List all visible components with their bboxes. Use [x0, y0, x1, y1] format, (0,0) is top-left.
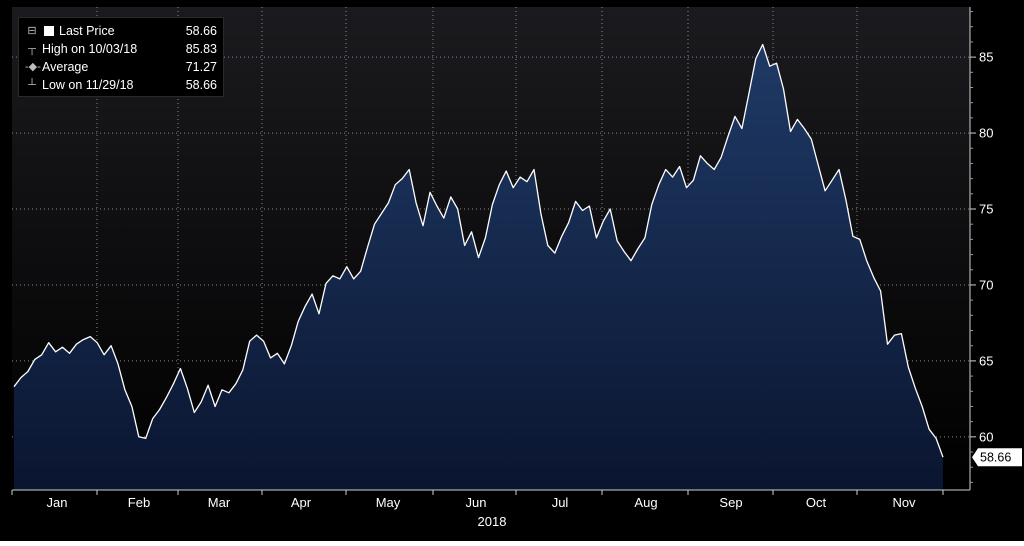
- x-tick-label: Sep: [719, 495, 742, 510]
- x-tick-label: Aug: [634, 495, 657, 510]
- high-marker-icon: ┬: [25, 40, 39, 58]
- y-tick-label: 60: [979, 429, 993, 444]
- square-swatch-icon: [44, 26, 54, 36]
- legend-row-average: -◆- Average 71.27: [25, 58, 217, 76]
- last-price-label: 58.66: [980, 451, 1011, 465]
- legend-value: 85.83: [175, 40, 217, 58]
- y-tick-label: 65: [979, 353, 993, 368]
- x-tick-label: Feb: [128, 495, 150, 510]
- y-tick-label: 75: [979, 202, 993, 217]
- x-tick-label: Jun: [466, 495, 487, 510]
- x-tick-label: Mar: [208, 495, 231, 510]
- legend-value: 58.66: [175, 22, 217, 40]
- legend-label: Last Price: [59, 22, 175, 40]
- y-tick-label: 80: [979, 126, 993, 141]
- x-tick-label: Jan: [47, 495, 68, 510]
- chart-legend: ⊟ Last Price 58.66 ┬ High on 10/03/18 85…: [18, 17, 224, 97]
- low-marker-icon: ┴: [25, 76, 39, 94]
- x-year-label: 2018: [478, 514, 507, 529]
- x-tick-label: Jul: [552, 495, 569, 510]
- y-tick-label: 70: [979, 277, 993, 292]
- x-tick-label: Oct: [806, 495, 827, 510]
- legend-row-last-price: ⊟ Last Price 58.66: [25, 22, 217, 40]
- x-tick-label: Apr: [291, 495, 312, 510]
- legend-value: 71.27: [175, 58, 217, 76]
- legend-label: High on 10/03/18: [42, 40, 175, 58]
- collapse-icon[interactable]: ⊟: [25, 22, 39, 40]
- average-marker-icon: -◆-: [25, 58, 39, 76]
- legend-row-high: ┬ High on 10/03/18 85.83: [25, 40, 217, 58]
- legend-value: 58.66: [175, 76, 217, 94]
- legend-row-low: ┴ Low on 11/29/18 58.66: [25, 76, 217, 94]
- legend-label: Low on 11/29/18: [42, 76, 175, 94]
- x-tick-label: May: [376, 495, 401, 510]
- y-tick-label: 85: [979, 50, 993, 65]
- x-tick-label: Nov: [892, 495, 916, 510]
- legend-label: Average: [42, 58, 175, 76]
